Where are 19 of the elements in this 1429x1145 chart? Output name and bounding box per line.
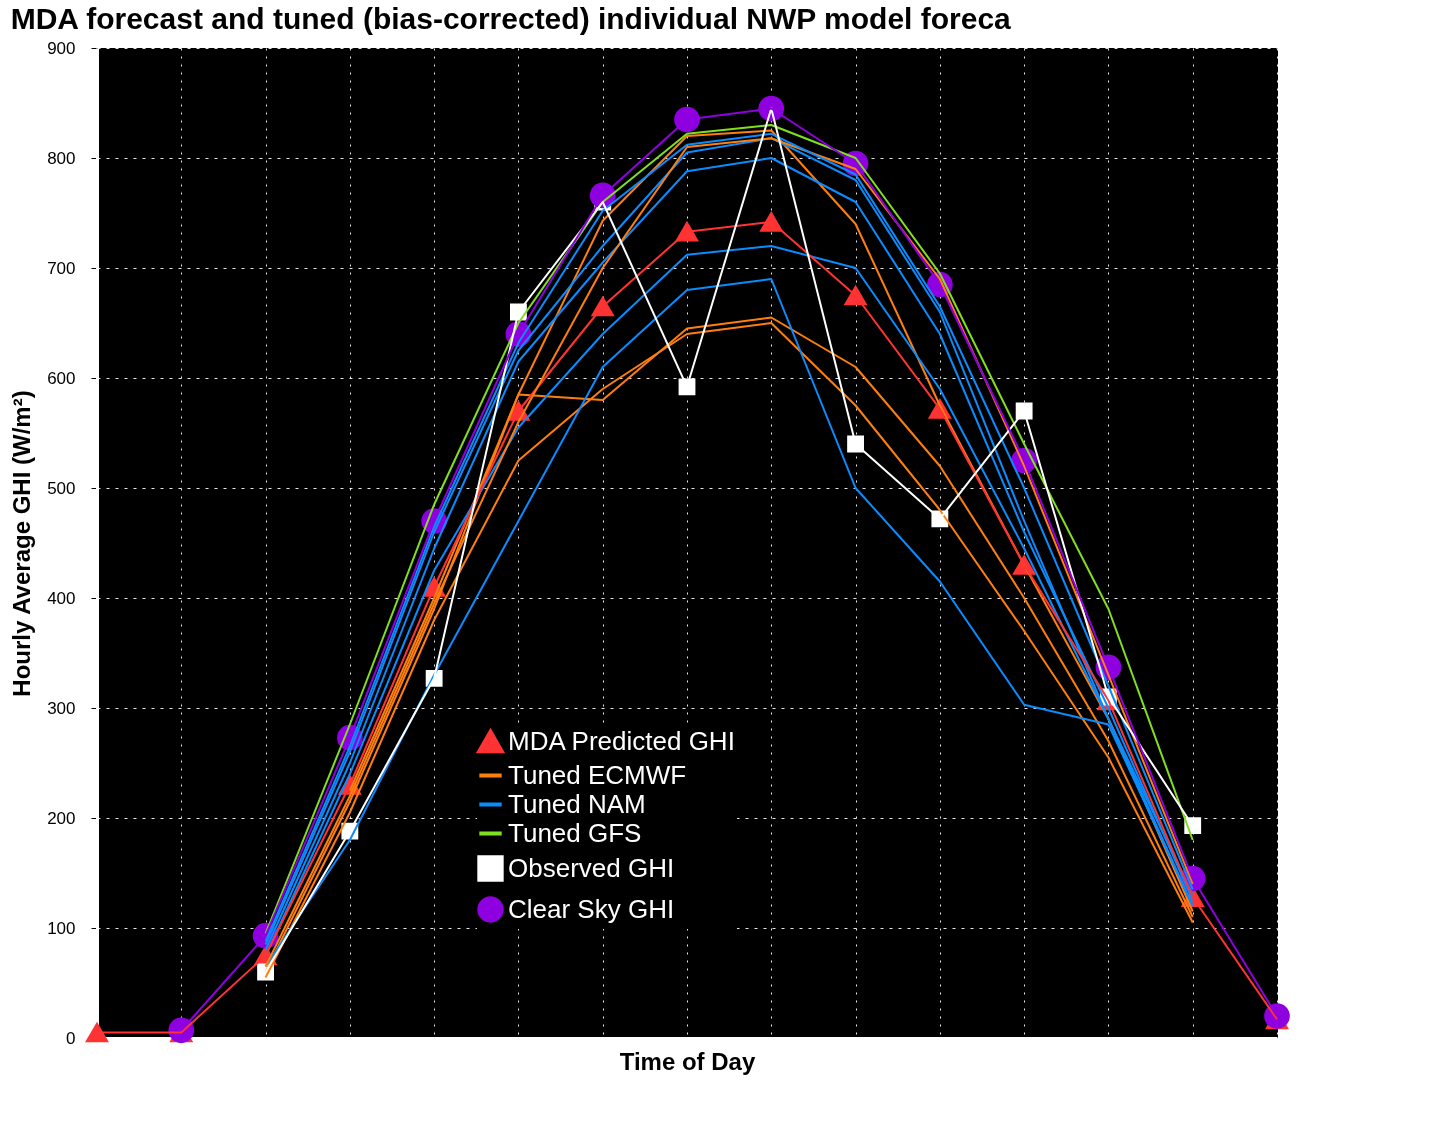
- y-tick-label: 400: [47, 588, 76, 608]
- y-tick-label: 300: [47, 698, 76, 718]
- legend-label: Tuned GFS: [508, 817, 642, 848]
- y-tick-label: 700: [47, 258, 76, 278]
- legend-label: Clear Sky GHI: [508, 893, 675, 924]
- y-tick-label: 0: [66, 1028, 76, 1048]
- legend-label: MDA Predicted GHI: [508, 725, 735, 756]
- chart-title: MDA forecast and tuned (bias-corrected) individual NWP model foreca: [10, 2, 1012, 35]
- y-tick-label: 900: [47, 38, 76, 58]
- legend-label: Tuned NAM: [508, 788, 646, 819]
- legend-label: Tuned ECMWF: [508, 759, 687, 790]
- y-tick-label: 600: [47, 368, 76, 388]
- y-axis-title: Hourly Average GHI (W/m²): [8, 390, 36, 697]
- y-tick-label: 500: [47, 478, 76, 498]
- y-tick-label: 800: [47, 148, 76, 168]
- y-tick-label: 200: [47, 808, 76, 828]
- legend-label: Observed GHI: [508, 852, 675, 883]
- y-tick-label: 100: [47, 918, 76, 938]
- x-axis-title: Time of Day: [619, 1048, 756, 1075]
